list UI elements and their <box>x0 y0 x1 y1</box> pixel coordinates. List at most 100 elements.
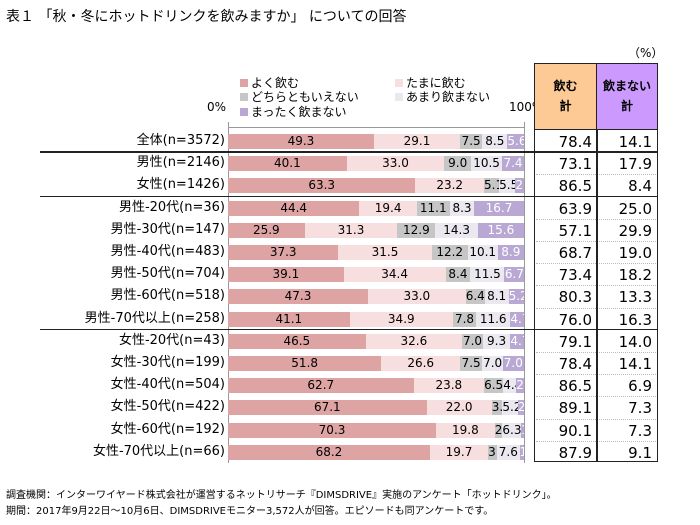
bar-segment: 8.3 <box>449 200 475 216</box>
nodrink-total: 14.1 <box>618 133 652 151</box>
bar-segment: 14.3 <box>435 222 478 238</box>
bar-segment: 6.4 <box>465 289 485 305</box>
nodrink-total: 7.3 <box>628 421 652 440</box>
bar-segment: 9.0 <box>444 156 471 172</box>
axis-100 <box>524 122 525 463</box>
bar-segment: 31.5 <box>338 245 432 260</box>
row-label: 女性(n=1426) <box>136 177 225 193</box>
bar-segment: 5.2 <box>502 400 518 416</box>
footnote-source: 調査機関：インターワイヤード株式会社が運営するネットリサーチ『DIMSDRIVE… <box>6 490 557 501</box>
row-label: 女性-20代(n=43) <box>118 332 225 348</box>
nodrink-total: 8.4 <box>628 177 652 196</box>
bar-segment: 9.3 <box>482 333 511 349</box>
nodrink-total: 25.0 <box>618 199 652 218</box>
bar-segment: 33.0 <box>368 289 466 305</box>
x-tick-0: 0% <box>207 100 227 114</box>
bar-segment: 25.9 <box>228 222 305 238</box>
nodrink-total: 19.0 <box>618 244 652 262</box>
bar-segment: 8.5 <box>482 134 508 149</box>
bar-segment: 2.6 <box>494 422 503 438</box>
bar-segment: 16.7 <box>474 200 524 216</box>
legend-swatch <box>395 93 403 101</box>
nodrink-total: 18.2 <box>618 266 652 285</box>
bar-segment: 5.1 <box>484 178 500 194</box>
nodrink-total: 7.3 <box>628 399 652 418</box>
row-label: 女性-60代(n=192) <box>110 421 225 437</box>
bar-segment: 10.5 <box>471 156 503 172</box>
bar-segment: 19.4 <box>359 200 417 216</box>
bar-segment: 3.6 <box>491 400 503 416</box>
bar-segment: 12.9 <box>397 222 436 238</box>
table-group-divider <box>534 195 658 198</box>
legend-item: どちらともいえない <box>240 88 359 105</box>
bar-segment: 34.9 <box>349 311 453 327</box>
row-label: 男性-70代以上(n=258) <box>84 310 225 326</box>
row-label: 女性-50代(n=422) <box>110 399 225 415</box>
row-label: 全体(n=3572) <box>136 133 225 148</box>
table-group-divider <box>534 328 658 331</box>
drink-total: 90.1 <box>558 421 592 440</box>
row-label: 男性-50代(n=704) <box>110 266 225 282</box>
drink-total: 63.9 <box>558 199 592 218</box>
table-col-divider <box>596 129 598 463</box>
row-label: 男性-20代(n=36) <box>118 199 225 215</box>
bar-segment: 67.1 <box>228 400 427 416</box>
legend-swatch <box>240 93 248 101</box>
bar-segment: 11.6 <box>476 311 511 327</box>
drink-total: 79.1 <box>558 332 592 351</box>
legend-swatch <box>240 108 248 116</box>
bar-segment: 37.3 <box>228 245 339 260</box>
bar-segment: 32.6 <box>365 333 463 349</box>
bar-segment: 23.8 <box>413 378 485 394</box>
axis-top <box>228 127 524 128</box>
legend-swatch <box>240 79 248 87</box>
row-label: 男性-40代(n=483) <box>110 244 225 259</box>
bar-segment: 7.8 <box>452 311 477 327</box>
bar-segment: 2.6 <box>516 378 524 394</box>
bar-segment: 6.5 <box>484 378 504 394</box>
drink-total: 57.1 <box>558 221 592 240</box>
footnote: 調査機関：インターワイヤード株式会社が運営するネットリサーチ『DIMSDRIVE… <box>6 488 557 520</box>
bar-segment: 1.0 <box>521 422 524 438</box>
bar-segment: 11.1 <box>416 200 450 216</box>
table-group-divider <box>534 151 658 153</box>
drink-total: 73.1 <box>558 155 592 174</box>
bar-segment: 68.2 <box>228 444 430 460</box>
bar-segment: 49.3 <box>228 134 374 149</box>
drink-total: 80.3 <box>558 288 592 307</box>
bar-segment: 44.4 <box>228 200 360 216</box>
bar-segment: 10.1 <box>467 245 498 260</box>
bar-segment: 7.5 <box>460 356 483 371</box>
group-divider <box>40 195 534 198</box>
legend-label: たまに飲む <box>406 76 466 90</box>
row-label: 女性-30代(n=199) <box>110 355 225 370</box>
bar-segment: 22.0 <box>426 400 492 416</box>
bar-segment: 8.1 <box>484 289 509 305</box>
bar-segment: 47.3 <box>228 289 368 305</box>
bar-segment: 7.0 <box>482 356 503 371</box>
row-label: 女性-40代(n=504) <box>110 377 225 393</box>
bar-segment: 4.7 <box>510 311 525 327</box>
bar-segment: 7.6 <box>497 444 520 460</box>
bar-segment: 19.7 <box>429 444 489 460</box>
bar-segment: 63.3 <box>228 178 416 194</box>
drink-total: 87.9 <box>558 443 592 462</box>
bar-segment: 5.6 <box>507 134 524 149</box>
bar-segment: 46.5 <box>228 333 366 349</box>
drink-total: 73.4 <box>558 266 592 285</box>
row-label: 男性-30代(n=147) <box>110 221 225 237</box>
bar-segment: 33.0 <box>346 156 445 172</box>
legend-item: たまに飲む <box>395 74 466 91</box>
bar-segment: 1.5 <box>519 444 524 460</box>
bar-segment: 4.7 <box>510 333 525 349</box>
bar-segment: 39.1 <box>228 267 344 283</box>
legend-item: よく飲む <box>240 74 299 91</box>
unit-label: （%） <box>628 46 664 60</box>
bar-segment: 31.3 <box>304 222 398 238</box>
bar-segment: 12.2 <box>431 245 468 260</box>
nodrink-total: 13.3 <box>618 288 652 307</box>
nodrink-total: 14.0 <box>618 332 652 351</box>
bar-segment: 3.0 <box>488 444 498 460</box>
nodrink-total-header: 飲まない 計 <box>596 63 658 130</box>
bar-segment: 34.4 <box>343 267 446 283</box>
